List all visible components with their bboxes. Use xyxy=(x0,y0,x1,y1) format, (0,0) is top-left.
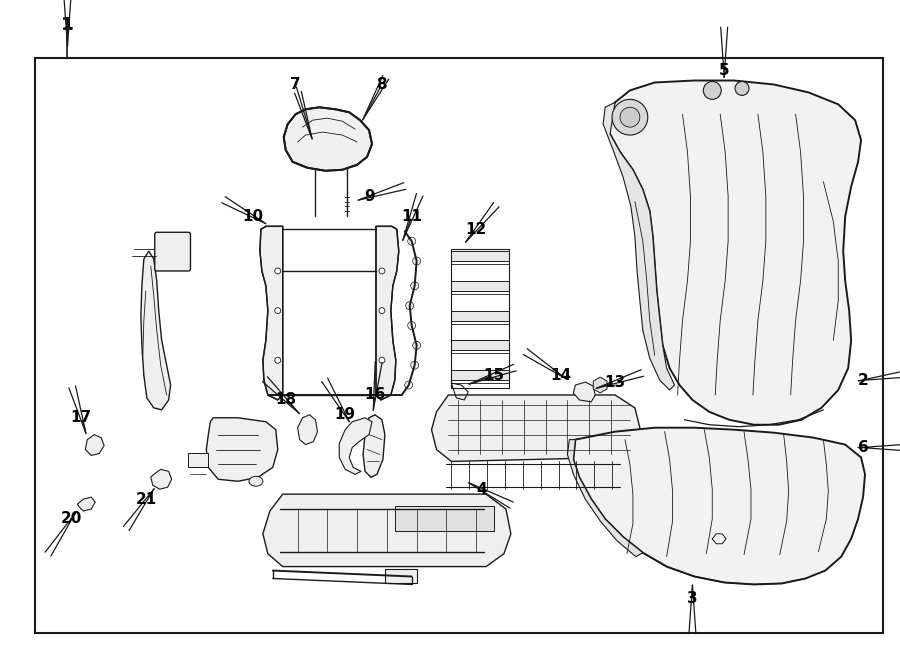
Text: 1: 1 xyxy=(61,16,74,34)
Polygon shape xyxy=(260,226,283,400)
Polygon shape xyxy=(284,107,372,171)
Polygon shape xyxy=(263,494,511,566)
Circle shape xyxy=(408,321,416,329)
Polygon shape xyxy=(206,418,278,481)
Circle shape xyxy=(274,268,281,274)
Circle shape xyxy=(274,307,281,313)
Polygon shape xyxy=(77,497,95,511)
Text: 10: 10 xyxy=(242,209,264,224)
Bar xyxy=(395,506,494,531)
Bar xyxy=(188,453,208,467)
Text: 12: 12 xyxy=(465,222,487,237)
Circle shape xyxy=(410,282,419,290)
Text: 6: 6 xyxy=(858,440,868,455)
Polygon shape xyxy=(376,226,399,400)
Polygon shape xyxy=(141,251,171,410)
Polygon shape xyxy=(339,418,372,475)
Circle shape xyxy=(413,341,420,349)
Polygon shape xyxy=(573,382,595,402)
Text: 19: 19 xyxy=(335,407,356,422)
Text: 13: 13 xyxy=(605,375,626,389)
Polygon shape xyxy=(431,395,640,461)
Ellipse shape xyxy=(249,477,263,486)
Polygon shape xyxy=(567,440,643,557)
Polygon shape xyxy=(603,102,675,390)
Text: 7: 7 xyxy=(291,77,301,92)
Circle shape xyxy=(410,362,419,369)
Text: 4: 4 xyxy=(476,482,486,496)
Polygon shape xyxy=(86,435,104,455)
Circle shape xyxy=(379,268,385,274)
Bar xyxy=(35,58,883,633)
Text: 14: 14 xyxy=(550,368,571,383)
Bar xyxy=(452,370,508,380)
Circle shape xyxy=(735,81,749,95)
Polygon shape xyxy=(573,428,865,584)
Text: 15: 15 xyxy=(483,368,505,383)
Circle shape xyxy=(620,107,640,127)
Bar xyxy=(452,281,508,291)
Text: 3: 3 xyxy=(687,591,698,606)
Polygon shape xyxy=(363,415,385,477)
Text: 16: 16 xyxy=(364,387,385,403)
Circle shape xyxy=(379,307,385,313)
Bar xyxy=(452,340,508,350)
Circle shape xyxy=(408,237,416,245)
Text: 2: 2 xyxy=(858,373,868,387)
Text: 8: 8 xyxy=(376,77,387,92)
Circle shape xyxy=(406,301,414,309)
Polygon shape xyxy=(298,415,318,445)
Polygon shape xyxy=(151,469,172,489)
Text: 9: 9 xyxy=(364,189,375,204)
Text: 1: 1 xyxy=(61,16,74,34)
Bar xyxy=(452,311,508,321)
Text: 11: 11 xyxy=(401,209,422,224)
FancyBboxPatch shape xyxy=(155,232,191,271)
Text: 1: 1 xyxy=(62,17,73,32)
Circle shape xyxy=(703,81,721,99)
Bar xyxy=(452,251,508,261)
Circle shape xyxy=(612,99,648,135)
Text: 5: 5 xyxy=(719,63,730,78)
Circle shape xyxy=(405,381,413,389)
Circle shape xyxy=(274,357,281,364)
Polygon shape xyxy=(608,81,861,425)
Circle shape xyxy=(413,257,420,265)
Circle shape xyxy=(379,357,385,364)
Text: 17: 17 xyxy=(71,410,92,425)
Text: 21: 21 xyxy=(136,492,158,506)
Bar xyxy=(385,568,417,584)
Text: 18: 18 xyxy=(275,393,296,407)
Text: 20: 20 xyxy=(60,512,82,526)
